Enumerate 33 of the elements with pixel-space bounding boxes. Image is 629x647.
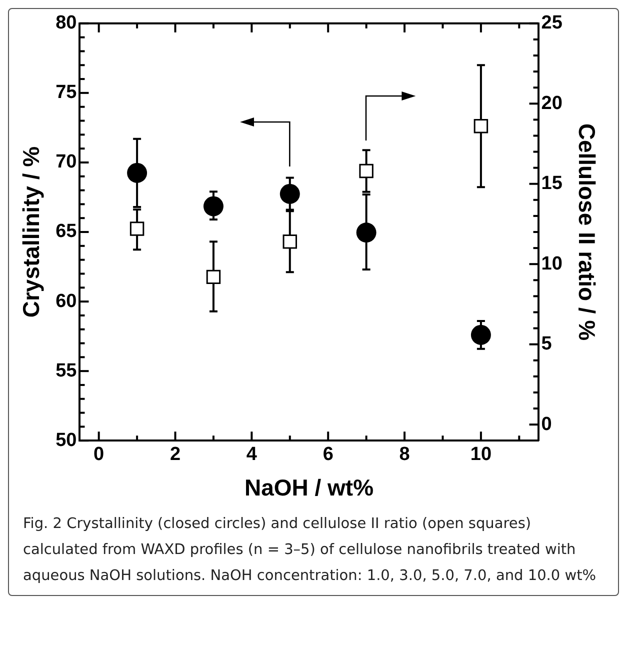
y2-axis-title: Cellulose II ratio / % — [574, 123, 600, 341]
point — [474, 118, 488, 134]
x-axis-title: NaOH / wt% — [244, 474, 374, 501]
x-tick-label: 6 — [322, 444, 334, 466]
point — [206, 270, 221, 284]
y-axis-title: Crystallinity / % — [18, 146, 44, 318]
point — [130, 222, 144, 236]
x-tick-label: 0 — [94, 444, 104, 466]
y-tick-label: 65 — [56, 221, 78, 242]
x-tick-label: 4 — [246, 444, 258, 466]
y2-tick-label: 0 — [541, 414, 552, 435]
caption: Fig. 2 Crystallinity (closed circles) and cellulose II ratio (open squares) calculated from WAXD profiles (n = 3–5) of cellulose nanofibrils treated with aqueous NaOH solutions. NaOH concentration: 1.0, 3.0, 5.0, 7.0, and 10.0 wt% — [22, 515, 598, 586]
y2-tick-label: 5 — [541, 334, 552, 355]
y2-tick-label: 20 — [541, 92, 562, 114]
y2-tick-label: 15 — [541, 173, 563, 194]
y-tick-label: 50 — [56, 430, 77, 451]
y-tick-label: 75 — [56, 82, 78, 104]
point — [280, 184, 300, 204]
point — [356, 222, 376, 243]
y-tick-label: 60 — [56, 290, 77, 312]
x-tick-label: 8 — [399, 444, 410, 466]
y-tick-label: 70 — [56, 152, 77, 173]
y2-tick-label: 25 — [541, 12, 563, 34]
y2-tick-label: 10 — [541, 253, 562, 274]
point — [127, 162, 148, 183]
point — [282, 234, 298, 249]
y-tick-label: 80 — [56, 12, 77, 34]
x-tick-label: 10 — [470, 444, 492, 466]
point — [203, 196, 224, 216]
y-tick-label: 55 — [56, 360, 78, 382]
point — [470, 324, 491, 345]
point — [359, 164, 374, 178]
x-tick-label: 2 — [170, 444, 181, 466]
